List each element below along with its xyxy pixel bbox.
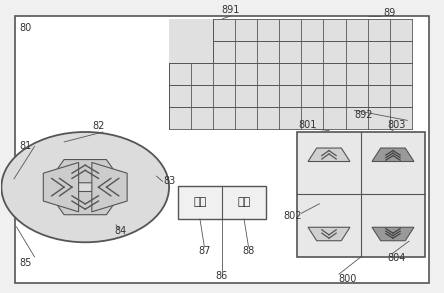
Text: 892: 892 (354, 110, 373, 120)
Text: 802: 802 (283, 211, 302, 221)
Bar (169, 19, 412, 129)
Text: 86: 86 (216, 271, 228, 281)
Text: 88: 88 (242, 246, 254, 256)
Polygon shape (372, 227, 414, 241)
Text: 全局: 全局 (193, 197, 206, 207)
Polygon shape (92, 162, 127, 212)
Polygon shape (48, 192, 123, 215)
Text: 800: 800 (339, 274, 357, 284)
Text: 局部: 局部 (238, 197, 251, 207)
Bar (297, 132, 425, 257)
Text: 83: 83 (163, 176, 175, 186)
Text: 891: 891 (222, 5, 240, 15)
Polygon shape (44, 162, 79, 212)
Circle shape (1, 132, 169, 242)
Polygon shape (308, 148, 350, 161)
Text: 803: 803 (387, 120, 405, 130)
Text: 85: 85 (20, 258, 32, 268)
Text: 80: 80 (20, 23, 32, 33)
Text: 804: 804 (387, 253, 405, 263)
Text: 89: 89 (384, 8, 396, 18)
Bar (178, 186, 266, 219)
Text: 87: 87 (198, 246, 210, 256)
Polygon shape (308, 227, 350, 241)
Text: 84: 84 (115, 226, 127, 236)
Polygon shape (372, 148, 414, 161)
Text: 82: 82 (92, 121, 105, 131)
Polygon shape (48, 160, 123, 183)
Text: 801: 801 (299, 120, 317, 130)
Text: 81: 81 (20, 142, 32, 151)
